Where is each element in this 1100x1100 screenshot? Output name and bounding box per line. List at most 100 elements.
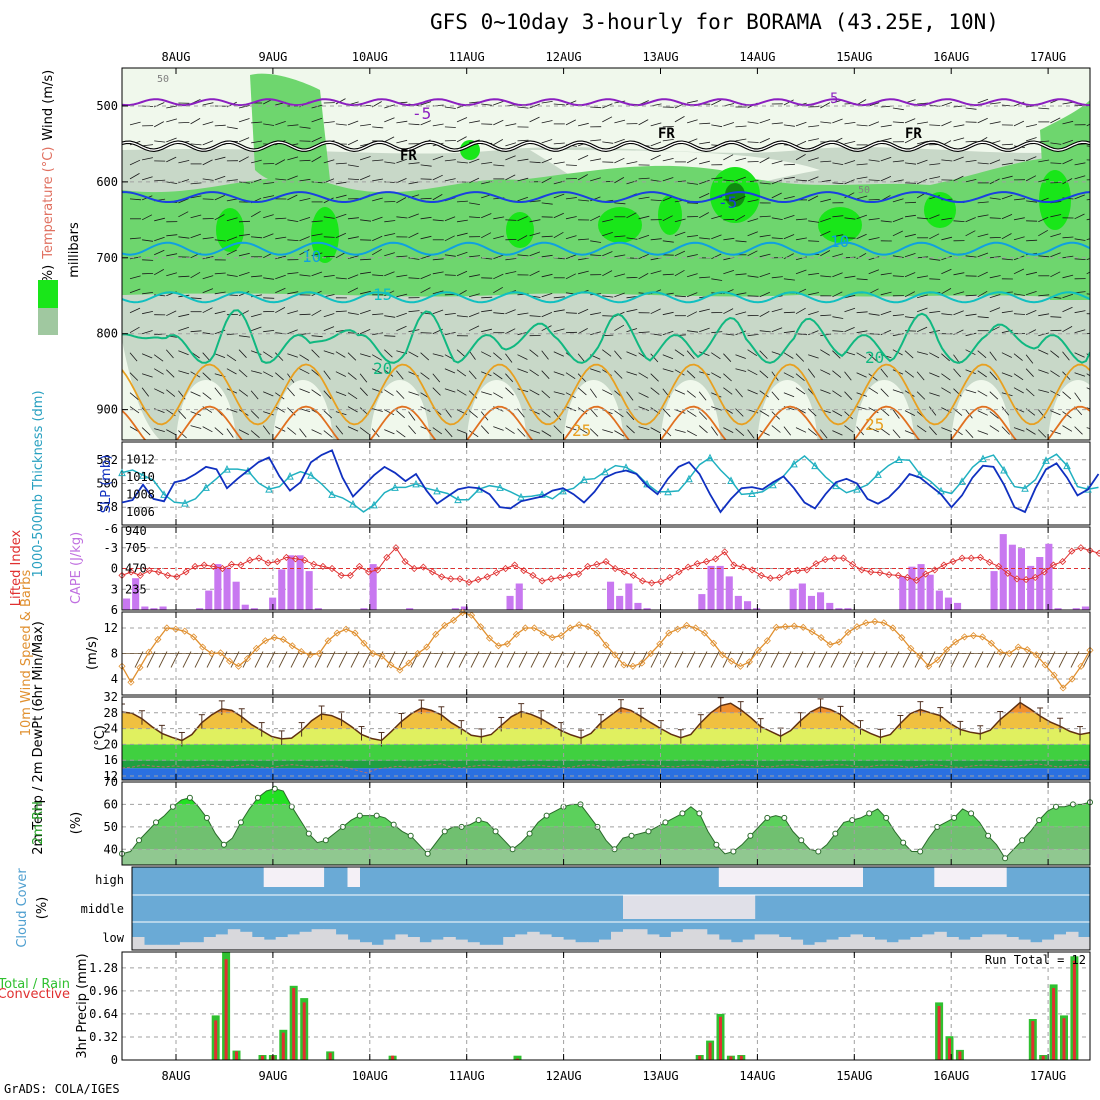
wind-barb (892, 429, 901, 439)
wind-barb (214, 427, 224, 436)
cape-frame (121, 526, 1091, 611)
li-marker (712, 555, 720, 563)
wind-barb (565, 254, 577, 260)
wind-barb (359, 427, 370, 435)
wind-barb (989, 256, 1001, 259)
wind-barb (917, 217, 929, 220)
date-label-bottom: 14AUG (739, 1069, 775, 1083)
wind-barb (892, 275, 904, 277)
wind-barb (384, 349, 393, 358)
wind-barb (347, 426, 359, 432)
wind-barb (1062, 236, 1074, 239)
wind-barb (311, 220, 323, 223)
wind-barb (1062, 274, 1074, 279)
wind-speed-marker (333, 629, 341, 637)
wind-barb (1001, 143, 1013, 146)
wind-barb (287, 387, 295, 397)
wind-speed-marker (306, 651, 314, 659)
slp-marker (706, 453, 714, 462)
wind-barb (614, 292, 625, 298)
slp-marker (265, 485, 273, 493)
wind-barb (771, 308, 783, 313)
li-marker (794, 567, 802, 575)
wind-barb (965, 294, 977, 297)
wind-barb (1013, 236, 1025, 241)
wind-barb (335, 98, 346, 105)
wind-barb (372, 274, 384, 277)
wind-barb-10m (194, 651, 204, 668)
wind-barb (335, 351, 346, 358)
cloud-low-cell (814, 942, 828, 950)
wind-barb (335, 310, 347, 313)
wind-barb (880, 291, 892, 296)
cloud-high-cell (742, 867, 756, 887)
cloud-low-cell (395, 934, 408, 950)
precip-convective-bar (391, 1055, 395, 1060)
wind-barb (699, 351, 710, 356)
li-marker (611, 564, 619, 573)
temp-line (122, 701, 1090, 742)
cloud-low-cell (503, 937, 516, 950)
cloud-low-cell (742, 939, 756, 950)
wind-barb (481, 351, 492, 358)
wind-barb (868, 237, 880, 241)
wind-barb (263, 214, 274, 219)
slp-marker (412, 479, 420, 488)
rh-frame (121, 781, 1091, 866)
li-marker (200, 561, 208, 569)
wind-barb (396, 390, 405, 399)
li-marker (675, 568, 683, 576)
rh-saturated-core (725, 183, 745, 207)
li-marker (638, 577, 647, 585)
wind-barb-10m (446, 651, 456, 668)
wind-barb (1050, 233, 1062, 238)
li-marker (328, 564, 336, 573)
wind-barb (614, 370, 623, 379)
rh-moist-column (250, 73, 330, 186)
wind-barb (553, 411, 562, 421)
wind-barb (372, 197, 383, 202)
wind-ylabel: 10m Wind Speed & Barbs (19, 570, 34, 737)
li-marker (1040, 568, 1048, 576)
wind-barb (759, 430, 770, 436)
wind-barb (602, 389, 613, 395)
li-marker (456, 575, 464, 583)
cloud-low-cell (898, 939, 911, 950)
wind-barb (141, 387, 150, 397)
wind-speed-marker (369, 649, 377, 658)
wind-barb (614, 350, 622, 360)
wind-barb-10m (1034, 651, 1044, 668)
wind-barb (965, 332, 977, 337)
wind-barb (1001, 310, 1013, 314)
wind-speed-marker (1032, 651, 1040, 659)
rh-marker (305, 830, 312, 837)
wind-barb-10m (434, 651, 444, 668)
wind-barb (444, 216, 456, 222)
wind-barb (941, 353, 950, 362)
wind-barb (795, 307, 806, 315)
wind-barb (420, 352, 430, 361)
wind-barb (529, 270, 540, 277)
wind-barb (311, 136, 322, 143)
cloud-high-cell (347, 867, 360, 887)
wind-barb (977, 201, 989, 204)
wind-barb (626, 237, 638, 240)
li-marker (365, 568, 373, 576)
wind-barb (347, 139, 359, 146)
wind-barb (844, 141, 856, 145)
wind-barb (844, 307, 856, 313)
wind-barb (832, 162, 844, 165)
wind-barb (335, 162, 347, 165)
wind-barb (723, 179, 735, 182)
rh-dry-low (369, 380, 430, 440)
contour-label: 20 (865, 348, 884, 367)
wind-barb (699, 237, 711, 240)
wind-barb (371, 248, 382, 256)
wind-barb (1050, 350, 1060, 358)
wind-barb (650, 238, 662, 241)
wind-barb (323, 430, 333, 438)
wind-barb (904, 118, 916, 124)
wind-barb (1062, 255, 1074, 259)
slp-marker (895, 455, 903, 463)
wind-barb-10m (470, 651, 480, 668)
